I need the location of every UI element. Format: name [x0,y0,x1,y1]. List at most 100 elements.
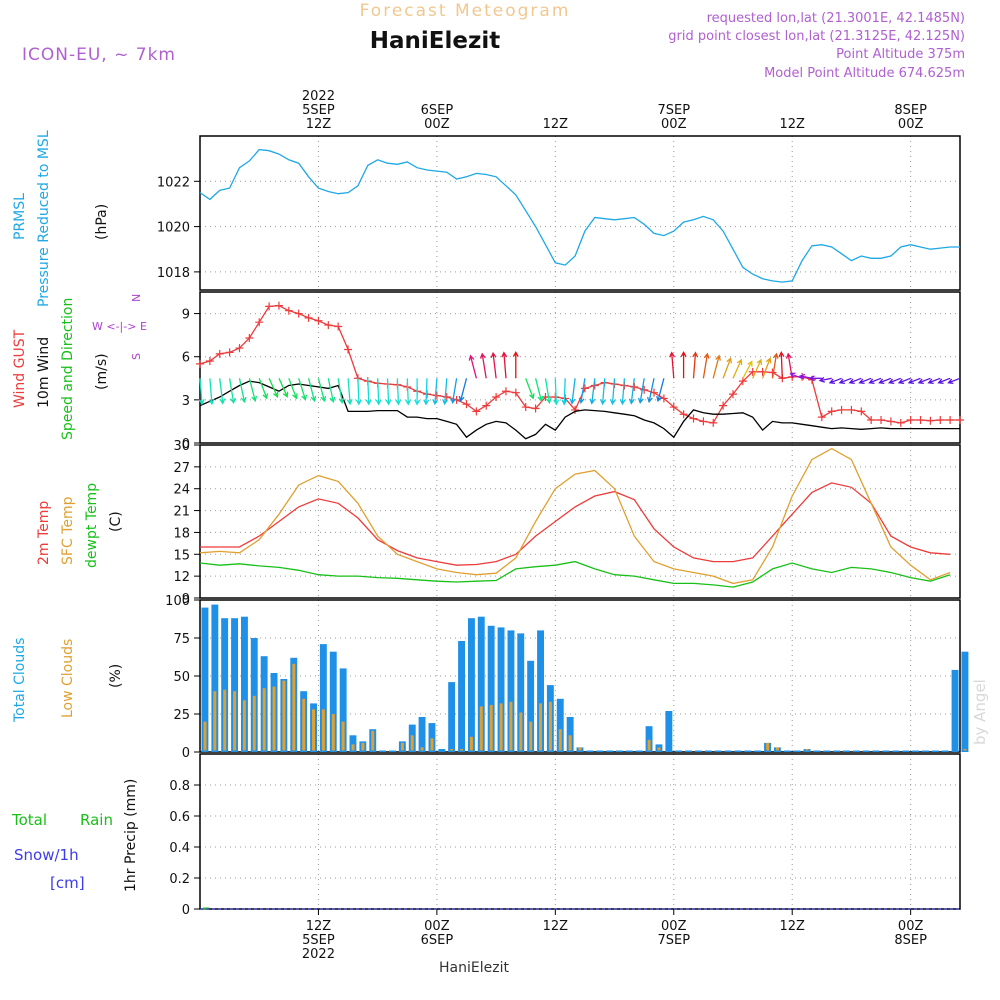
wind-direction-arrow [355,378,362,406]
clouds-baseline-mark [961,750,969,752]
clouds-baseline-mark [843,750,850,752]
forecast-subtitle: Forecast Meteogram [360,1,571,21]
low-clouds-bar [558,729,562,752]
pressure-frame [199,135,961,291]
bottom-time-label: 12Z [306,919,332,934]
clouds-baseline-mark [517,750,525,752]
compass-s: S [130,353,143,360]
total-clouds-bar [665,711,673,752]
pressure-ytick-label: 1018 [157,266,190,281]
wind-direction-arrow [761,357,772,379]
total-clouds-bar [556,698,564,752]
precip-ytick-label: 0.4 [169,841,190,856]
low-clouds-bar [361,742,365,752]
clouds-baseline-mark [201,750,209,752]
gust-marker [265,302,274,311]
top-time-label: 5SEP [302,103,335,118]
gust-marker [689,414,698,423]
gust-marker [304,313,313,322]
temp-ytick-label: 27 [173,461,190,476]
clouds-baseline-mark [329,750,337,752]
gust-line [199,305,960,424]
gust-marker [255,318,264,327]
precip-snow-unit: [cm] [50,874,85,892]
wind-direction-arrow [771,352,779,379]
gust-marker [442,392,451,401]
clouds-baseline-mark [428,750,436,752]
total-clouds-bar [517,633,525,752]
total-clouds-bar [645,726,653,752]
total-clouds-bar [221,618,229,752]
clouds-baseline-mark [902,750,910,752]
wind-ytick-label: 6 [182,351,190,366]
total-clouds-bar [566,717,574,752]
wind-direction-arrow [423,378,430,406]
low-clouds-bar [539,703,542,752]
wind-direction-arrow [385,378,392,406]
total-clouds-bar [428,723,436,752]
compass-we: W <-|-> E [92,320,147,333]
low-clouds-bar [775,747,779,752]
wind-direction-arrow [609,378,616,406]
wind-direction-arrow [656,378,665,403]
wind-direction-arrow [692,351,699,379]
gust-marker [284,306,293,315]
gust-marker [561,394,570,403]
gust-marker [936,415,945,424]
low-clouds-bar [233,691,237,752]
clouds-baseline-mark [931,750,939,752]
total-clouds-bar [319,644,327,752]
wind-direction-arrow [646,378,655,404]
location-title: HaniElezit [370,28,501,54]
clouds-baseline-mark [260,750,268,752]
wind-direction-arrow [600,378,606,406]
clouds-baseline-mark [408,750,416,752]
gust-marker [215,349,224,358]
total-clouds-bar [477,616,485,752]
gust-marker [344,345,353,354]
wind-direction-arrow [208,378,215,406]
precip-ytick-label: 0 [182,903,190,918]
t2m-line [200,482,951,566]
gust-marker [877,415,886,424]
total-clouds-label: Total Clouds [12,638,28,723]
clouds-baseline-mark [497,750,505,752]
clouds-baseline-mark [290,750,298,752]
total-clouds-bar [951,669,959,752]
wind-direction-arrow [450,378,458,405]
low-clouds-bar [657,747,661,752]
low-clouds-bar [568,735,572,752]
clouds-ytick-label: 50 [173,670,190,685]
total-clouds-bar [211,604,219,752]
bottom-time-label: 7SEP [657,933,690,948]
bottom-time-label: 00Z [898,919,924,934]
low-clouds-bar [292,663,296,752]
wind-direction-arrow [848,377,862,385]
total-clouds-bar [241,616,248,752]
clouds-baseline-mark [665,750,673,752]
wind-direction-arrow [365,378,372,406]
low-clouds-bar [469,736,473,752]
wind-direction-arrow [752,358,763,379]
sfc-temp-label: SFC Temp [60,496,76,565]
gust-marker [857,407,866,416]
clouds-baseline-mark [389,750,396,752]
wind-direction-arrow [722,357,732,379]
clouds-baseline-mark [468,750,475,752]
temp-ytick-label: 30 [173,439,190,454]
total-clouds-bar [507,630,515,752]
top-time-label: 00Z [424,117,450,132]
pressure-ytick-label: 1020 [157,221,190,236]
low-clouds-bar [371,730,375,752]
wind-direction-arrow [778,351,785,379]
gust-marker [274,301,283,310]
gust-marker [462,400,471,409]
clouds-baseline-mark [724,750,732,752]
gust-marker [521,403,530,412]
clouds-baseline-mark [448,750,456,752]
bottom-time-label: 6SEP [421,933,454,948]
wind-ytick-label: 9 [182,308,190,323]
wind-line [199,380,960,440]
clouds-baseline-mark [852,750,860,752]
wind-direction-arrow [327,378,336,404]
